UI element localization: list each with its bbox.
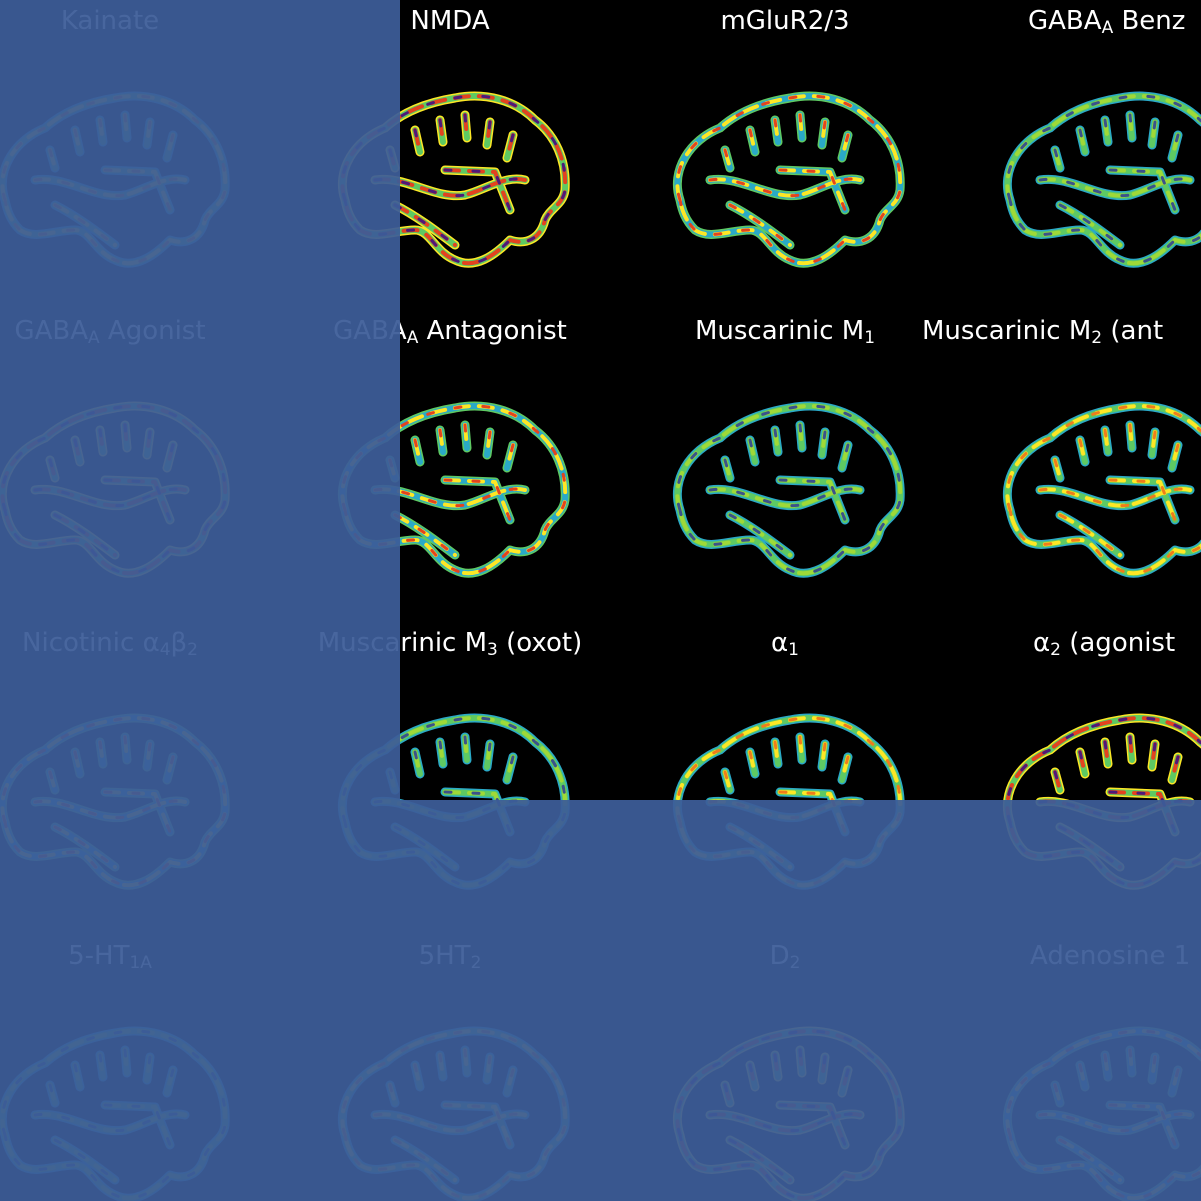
panel-title: Muscarinic M2 (ant <box>922 316 1163 348</box>
panel-title: α1 <box>771 628 799 660</box>
title-text: Muscarinic M <box>922 316 1091 346</box>
subscript: 3 <box>487 640 498 660</box>
panel-title: GABAA Benz <box>1028 6 1185 38</box>
subscript: 1 <box>788 640 799 660</box>
panel-title: α2 (agonist <box>1033 628 1175 660</box>
panel-title: mGluR2/3 <box>720 6 849 36</box>
title-text: α <box>771 628 788 658</box>
title-text: NMDA <box>410 6 489 36</box>
title-text: α <box>1033 628 1050 658</box>
title-text: (ant <box>1102 316 1163 346</box>
subscript: A <box>407 328 419 348</box>
subscript: 1 <box>864 328 875 348</box>
panel-title: Muscarinic M1 <box>695 316 875 348</box>
title-text: mGluR2/3 <box>720 6 849 36</box>
title-text: Muscarinic M <box>695 316 864 346</box>
title-text: (agonist <box>1061 628 1175 658</box>
title-text: GABA <box>1028 6 1102 36</box>
panel-title: NMDA <box>410 6 489 36</box>
title-text: (oxot) <box>498 628 582 658</box>
title-text: Antagonist <box>418 316 567 346</box>
title-text: Benz <box>1113 6 1185 36</box>
subscript: 2 <box>1050 640 1061 660</box>
subscript: A <box>1102 18 1114 38</box>
subscript: 2 <box>1091 328 1102 348</box>
